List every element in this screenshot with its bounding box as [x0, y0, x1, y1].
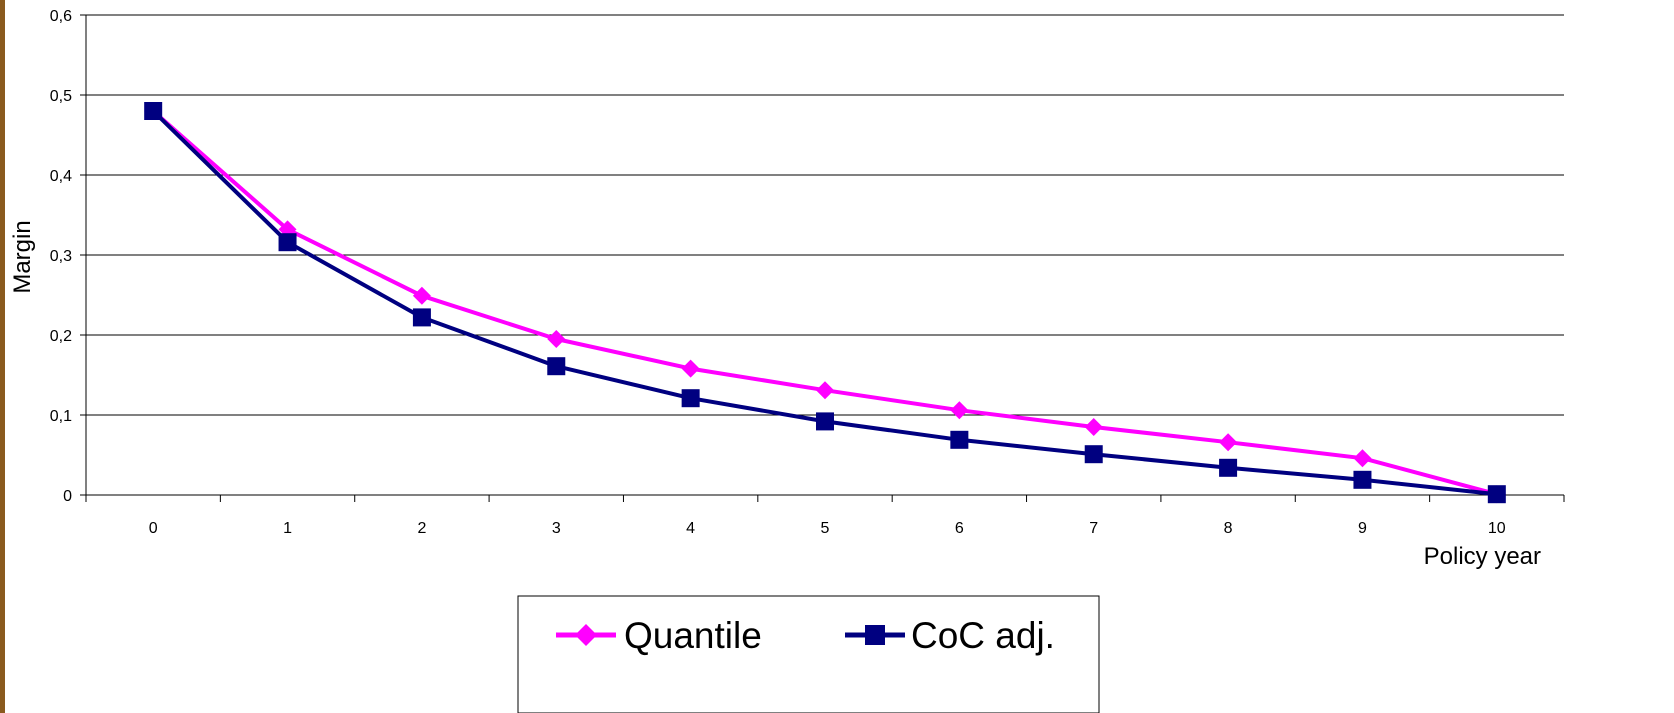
slide-left-border: [0, 0, 5, 713]
legend: Quantile CoC adj.: [517, 595, 1100, 713]
data-point-quantile: [1353, 449, 1372, 468]
legend-label-quantile: Quantile: [624, 615, 762, 656]
x-tick-label: 6: [955, 520, 964, 537]
y-tick-label: 0,1: [50, 408, 72, 425]
data-point-coc-adj: [1487, 485, 1506, 504]
x-tick-label: 4: [686, 520, 695, 537]
series-quantile: [144, 102, 1506, 504]
data-point-coc-adj: [681, 389, 700, 408]
y-tick-label: 0,6: [50, 8, 72, 25]
y-tick-label: 0,5: [50, 88, 72, 105]
legend-entry-coc-adj: CoC adj.: [845, 615, 1055, 656]
data-point-quantile: [547, 330, 566, 348]
legend-entry-quantile: Quantile: [556, 615, 762, 656]
x-tick-label: 5: [821, 520, 830, 537]
x-tick-label: 7: [1089, 520, 1098, 537]
x-tick-label: 10: [1488, 520, 1506, 537]
data-point-coc-adj: [1084, 445, 1103, 464]
series-coc-adj: [144, 102, 1506, 504]
data-point-quantile: [681, 359, 700, 378]
x-tick-label: 8: [1224, 520, 1233, 537]
data-point-quantile: [1084, 418, 1103, 436]
x-tick-label: 0: [149, 520, 158, 537]
series-layer: [144, 102, 1506, 504]
gridlines: [86, 14, 1564, 416]
data-point-quantile: [950, 401, 969, 420]
data-point-coc-adj: [950, 430, 969, 449]
y-tick-label: 0,3: [50, 248, 72, 265]
y-tick-label: 0,2: [50, 328, 72, 345]
series-line-coc-adj: [151, 109, 1498, 497]
data-point-quantile: [1219, 433, 1238, 452]
data-point-coc-adj: [278, 233, 297, 252]
data-point-quantile: [816, 381, 834, 400]
data-point-coc-adj: [1353, 470, 1372, 489]
x-axis-ticks: 0 1 2 3 4 5 6 7 8 9 10: [85, 495, 1565, 537]
x-tick-label: 2: [417, 520, 426, 537]
legend-swatch-marker-quantile: [575, 624, 597, 646]
series-line-quantile: [151, 109, 1498, 497]
x-tick-label: 1: [283, 520, 292, 537]
legend-swatch-marker-coc-adj: [865, 625, 885, 645]
x-tick-label: 9: [1358, 520, 1367, 537]
y-axis-ticks: 0 0,1 0,2 0,3 0,4 0,5 0,6: [50, 8, 86, 505]
data-point-coc-adj: [547, 357, 566, 376]
y-axis-title: Margin: [9, 220, 36, 293]
data-point-coc-adj: [816, 412, 834, 431]
y-tick-label: 0: [63, 488, 72, 505]
data-point-quantile: [412, 286, 431, 305]
x-tick-label: 3: [552, 520, 561, 537]
data-point-coc-adj: [1219, 458, 1238, 477]
legend-label-coc-adj: CoC adj.: [911, 615, 1055, 656]
x-axis-title: Policy year: [1424, 543, 1541, 570]
y-tick-label: 0,4: [50, 168, 72, 185]
legend-box: [517, 595, 1100, 713]
data-point-coc-adj: [144, 102, 163, 120]
data-point-coc-adj: [412, 308, 431, 327]
